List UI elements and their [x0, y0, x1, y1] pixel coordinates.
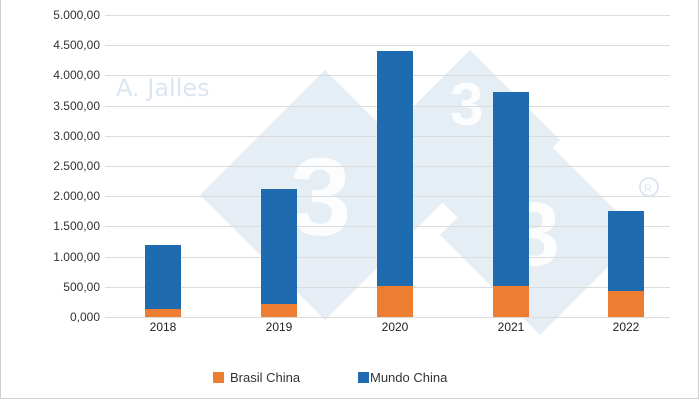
x-tick-label: 2022: [612, 320, 640, 334]
x-tick-label: 2021: [497, 320, 525, 334]
gridline: [105, 317, 670, 318]
legend-label: Mundo China: [370, 370, 448, 385]
y-tick-label: 1.500,00: [53, 219, 100, 234]
x-tick-label: 2019: [265, 320, 293, 334]
bar-brasil-china-2020[interactable]: [377, 286, 413, 317]
y-tick-label: 3.000,00: [53, 128, 100, 143]
bar-brasil-china-2018[interactable]: [145, 309, 181, 317]
bar-brasil-china-2021[interactable]: [493, 286, 529, 317]
legend-item-brasil-china[interactable]: Brasil China: [213, 370, 300, 385]
y-tick-label: 4.500,00: [53, 38, 100, 53]
gridline: [105, 15, 670, 16]
bar-brasil-china-2019[interactable]: [261, 304, 297, 317]
x-tick-label: 2018: [149, 320, 177, 334]
legend-label: Brasil China: [230, 370, 301, 385]
legend-item-mundo-china[interactable]: Mundo China: [358, 370, 447, 385]
bar-mundo-china-2020[interactable]: [377, 51, 413, 287]
bar-mundo-china-2021[interactable]: [493, 92, 529, 287]
bar-mundo-china-2022[interactable]: [608, 210, 644, 292]
legend: Brasil China Mundo China: [0, 370, 700, 386]
bar-mundo-china-2019[interactable]: [261, 188, 297, 304]
y-tick-label: 1.000,00: [53, 249, 100, 264]
y-tick-label: 500,00: [63, 279, 100, 294]
y-tick-label: 2.500,00: [53, 159, 100, 173]
bar-mundo-china-2018[interactable]: [145, 245, 181, 310]
bar-brasil-china-2022[interactable]: [608, 291, 644, 317]
y-tick-label: 3.500,00: [53, 98, 100, 113]
gridline: [105, 45, 670, 47]
x-tick-label: 2020: [381, 320, 409, 334]
y-tick-label: 4.000,00: [53, 68, 100, 83]
legend-swatch-orange: [213, 372, 224, 383]
y-tick-label: 0,000: [69, 310, 100, 324]
legend-swatch-blue: [358, 372, 369, 383]
y-tick-label: 5.000,00: [53, 8, 100, 22]
y-tick-label: 2.000,00: [53, 189, 100, 204]
